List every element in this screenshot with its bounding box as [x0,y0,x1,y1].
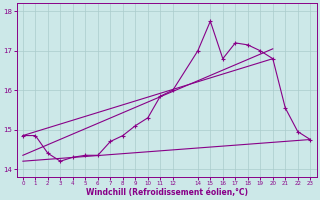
X-axis label: Windchill (Refroidissement éolien,°C): Windchill (Refroidissement éolien,°C) [85,188,248,197]
